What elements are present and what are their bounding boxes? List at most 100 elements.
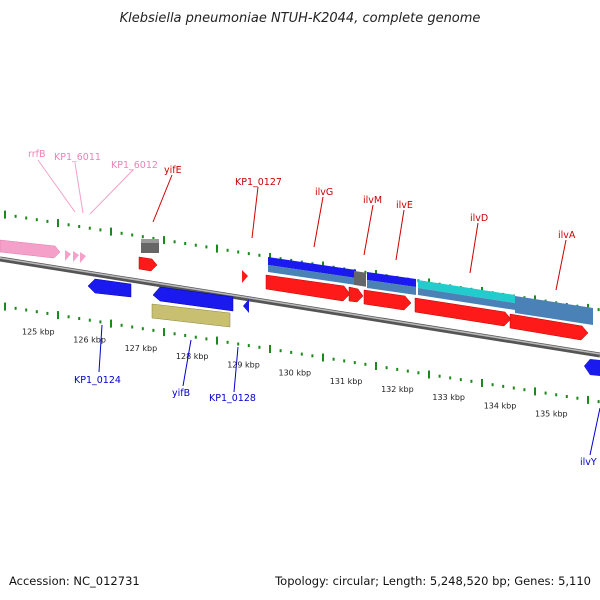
lower-tick-mark bbox=[269, 345, 271, 353]
upper-tick-mark bbox=[152, 236, 155, 240]
gene-ilvD-arrow[interactable] bbox=[414, 297, 512, 327]
upper-tick-mark bbox=[163, 236, 165, 245]
lower-tick-mark bbox=[587, 395, 589, 404]
lower-tick-mark bbox=[247, 344, 250, 348]
map-title: Klebsiella pneumoniae NTUH-K2044, comple… bbox=[120, 11, 481, 26]
bar-ilvD-cyan[interactable] bbox=[418, 280, 515, 303]
gene-label-yifB[interactable]: yifB bbox=[172, 388, 190, 399]
lower-tick-mark bbox=[470, 379, 473, 383]
lower-tick-mark bbox=[57, 311, 59, 320]
gene-label-yifE[interactable]: yifE bbox=[164, 165, 182, 176]
gene-rna-small-arrow[interactable] bbox=[80, 252, 86, 263]
upper-tick-mark bbox=[14, 214, 17, 218]
lower-tick-mark bbox=[417, 371, 420, 375]
lower-tick-mark bbox=[406, 369, 409, 373]
gene-label-KP1_0128[interactable]: KP1_0128 bbox=[209, 393, 256, 404]
axis-tick-label: 130 kbp bbox=[279, 369, 312, 378]
axis-tick-label: 128 kbp bbox=[176, 352, 209, 361]
lower-tick-mark bbox=[4, 302, 6, 311]
gene-label-ilvA[interactable]: ilvA bbox=[558, 230, 576, 241]
transcript-bars bbox=[268, 257, 593, 325]
lower-tick-mark bbox=[438, 374, 441, 378]
bar-ilvM-gray[interactable] bbox=[354, 270, 366, 287]
upper-tick-mark bbox=[205, 245, 208, 249]
gene-label-ilvM[interactable]: ilvM bbox=[363, 195, 382, 206]
axis-tick-label: 129 kbp bbox=[227, 360, 260, 369]
gene-label-KP1_0124[interactable]: KP1_0124 bbox=[74, 375, 121, 386]
gene-KP1_6011-arrow[interactable] bbox=[65, 250, 71, 261]
lower-tick-mark bbox=[258, 345, 261, 349]
lower-tick-mark bbox=[25, 308, 28, 312]
gene-rrfB-arrow[interactable] bbox=[0, 239, 61, 259]
axis-tick-label: 125 kbp bbox=[22, 328, 55, 337]
gene-yifB-arrow[interactable] bbox=[152, 286, 234, 312]
gene-yifB-khaki-bar[interactable] bbox=[151, 303, 231, 328]
gene-label-ilvD[interactable]: ilvD bbox=[470, 213, 488, 224]
upper-tick-mark bbox=[290, 258, 293, 262]
upper-tick-mark bbox=[141, 235, 144, 239]
upper-tick-mark bbox=[25, 216, 28, 220]
lower-tick-mark bbox=[152, 328, 155, 332]
axis-tick-labels: 125 kbp 126 kbp 127 kbp 128 kbp 129 kbp 130 k… bbox=[22, 328, 568, 419]
gene-label-rrfB[interactable]: rrfB bbox=[28, 149, 46, 160]
lower-tick-mark bbox=[131, 325, 134, 329]
gene-labels-top: rrfB KP1_6011 KP1_6012 yifE KP1_0127 ilv… bbox=[28, 149, 576, 241]
bar-ilvG-steel[interactable] bbox=[268, 265, 356, 285]
bar-ilvA-steel[interactable] bbox=[515, 296, 593, 325]
upper-tick-mark bbox=[173, 240, 176, 244]
gene-KP1_0128-arrow[interactable] bbox=[243, 299, 249, 313]
gene-KP1_6012-arrow[interactable] bbox=[73, 251, 79, 262]
lower-tick-mark bbox=[332, 357, 335, 361]
lower-tick-mark bbox=[534, 387, 536, 396]
lower-tick-mark bbox=[14, 306, 17, 310]
lower-tick-mark bbox=[565, 395, 568, 398]
axis-tick-label: 126 kbp bbox=[73, 336, 106, 345]
forward-genes bbox=[0, 239, 589, 341]
bar-ilvD-steel[interactable] bbox=[418, 288, 515, 310]
bar-ilvE-steel[interactable] bbox=[367, 280, 416, 295]
lower-tick-mark bbox=[375, 362, 377, 370]
genome-summary-text: Topology: circular; Length: 5,248,520 bp… bbox=[275, 574, 591, 588]
gene-label-KP1_6012[interactable]: KP1_6012 bbox=[111, 160, 158, 171]
lower-tick-mark bbox=[216, 336, 218, 345]
gene-ilvG-arrow[interactable] bbox=[265, 274, 351, 302]
lower-tick-row bbox=[4, 302, 600, 404]
lower-tick-mark bbox=[459, 378, 462, 382]
gene-label-ilvE[interactable]: ilvE bbox=[396, 200, 413, 211]
gene-label-KP1_0127[interactable]: KP1_0127 bbox=[235, 177, 282, 188]
upper-tick-mark bbox=[110, 227, 112, 236]
lower-tick-mark bbox=[385, 366, 388, 370]
axis-tick-label: 133 kbp bbox=[432, 393, 465, 402]
gene-KP1_0124-arrow[interactable] bbox=[87, 278, 132, 298]
upper-tick-mark bbox=[226, 248, 229, 252]
gene-yifE-arrow[interactable] bbox=[138, 256, 158, 272]
gene-ilvY-arrow[interactable] bbox=[584, 359, 600, 376]
lower-tick-mark bbox=[290, 350, 293, 354]
lower-tick-mark bbox=[481, 379, 483, 387]
upper-tick-mark bbox=[184, 242, 187, 245]
gene-ilvM-arrow[interactable] bbox=[348, 286, 364, 303]
upper-tick-mark bbox=[279, 257, 282, 261]
lower-tick-mark bbox=[396, 367, 399, 371]
lower-tick-mark bbox=[67, 315, 70, 319]
bar-ilvE-blue[interactable] bbox=[367, 272, 416, 287]
gene-KP1_0127-arrow[interactable] bbox=[242, 270, 248, 283]
upper-tick-mark bbox=[258, 253, 261, 257]
lower-tick-mark bbox=[449, 376, 452, 380]
gene-ilvA-arrow[interactable] bbox=[509, 313, 589, 341]
upper-tick-mark bbox=[247, 252, 250, 256]
reverse-genes bbox=[87, 278, 600, 376]
gene-ilvE-arrow[interactable] bbox=[363, 289, 412, 311]
bar-ilvG-blue[interactable] bbox=[268, 257, 356, 278]
upper-tick-mark bbox=[216, 244, 218, 253]
gene-label-KP1_6011[interactable]: KP1_6011 bbox=[54, 152, 101, 163]
axis-tick-label: 132 kbp bbox=[381, 385, 414, 394]
upper-tick-mark bbox=[78, 225, 81, 228]
upper-tick-mark bbox=[99, 228, 102, 232]
lower-tick-mark bbox=[512, 386, 515, 390]
genome-backbone-highlight bbox=[0, 257, 600, 355]
gene-labels-bottom: KP1_0124 yifB KP1_0128 ilvY bbox=[74, 375, 597, 468]
upper-tick-mark bbox=[46, 219, 49, 223]
gene-label-ilvY[interactable]: ilvY bbox=[580, 457, 597, 468]
gene-label-ilvG[interactable]: ilvG bbox=[315, 187, 333, 198]
